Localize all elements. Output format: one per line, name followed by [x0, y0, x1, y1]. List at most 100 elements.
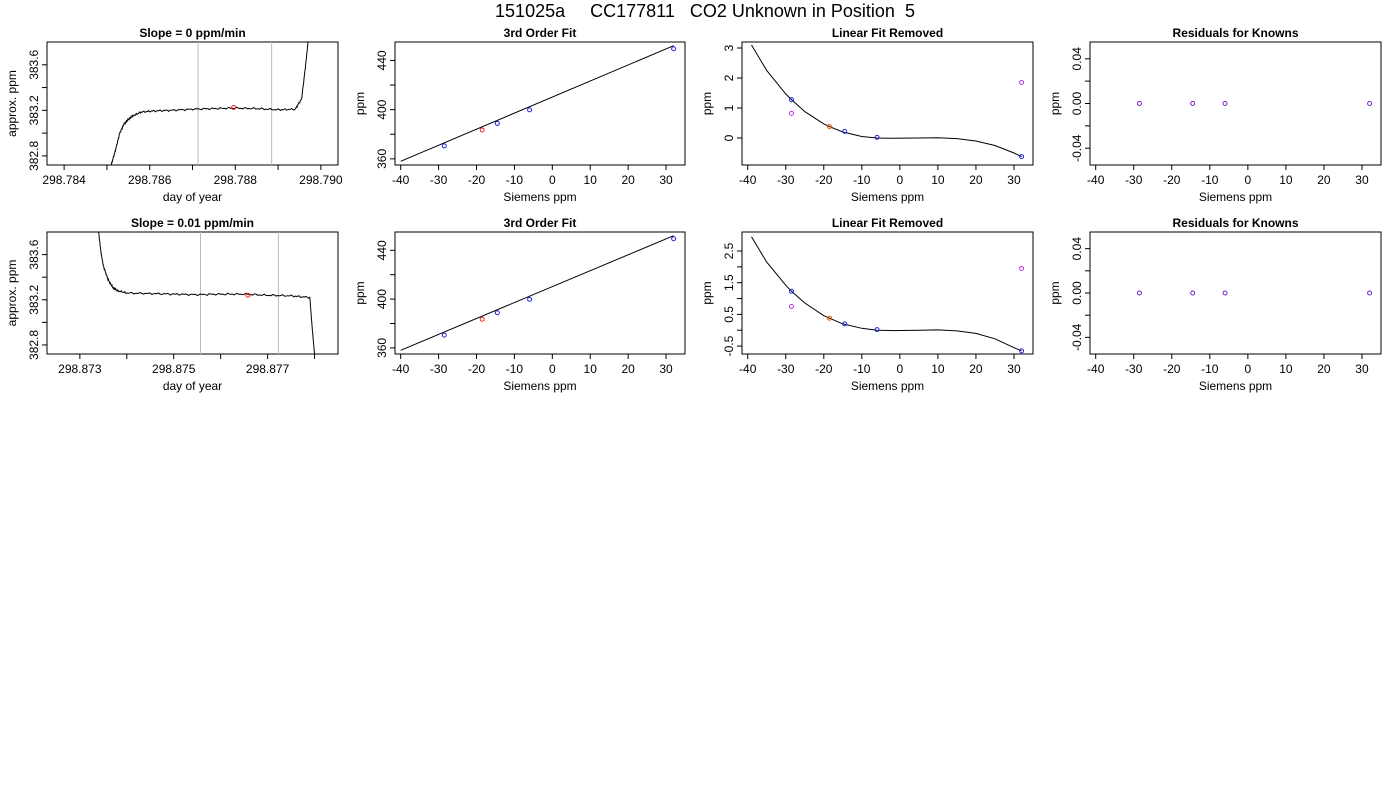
x-tick-label: -40: [1087, 173, 1105, 187]
y-tick-label: 0.04: [1070, 47, 1084, 71]
x-tick-label: -20: [1163, 173, 1181, 187]
plot-frame: [394, 41, 686, 166]
x-tick-label: -10: [853, 362, 871, 376]
y-tick-label: 0.00: [1070, 91, 1084, 115]
x-tick-label: -30: [777, 362, 795, 376]
concentration-trace: [98, 232, 315, 354]
data-point: [1367, 101, 1373, 106]
y-axis-label: ppm: [700, 281, 714, 304]
x-tick-label: 30: [1355, 362, 1369, 376]
x-tick-label: -10: [1201, 173, 1219, 187]
data-point: [788, 97, 794, 103]
panel-title: 3rd Order Fit: [504, 26, 577, 40]
window-mean-point: [231, 104, 237, 110]
x-tick-label: 30: [1007, 173, 1021, 187]
panel-linfit-2: Linear Fit Removed -40 -30 -20 -10 0 10 20 30 -0.…: [700, 216, 1034, 393]
x-tick-label: -10: [506, 173, 524, 187]
data-point: [671, 46, 677, 52]
panel-resid-2: Residuals for Knowns -40 -30 -20 -10 0 10 20 30 -…: [1048, 216, 1382, 393]
panel-title: Residuals for Knowns: [1172, 26, 1298, 40]
plot-frame: [741, 231, 1034, 355]
y-tick-label: 0.00: [1070, 281, 1084, 305]
data-point: [1019, 348, 1025, 354]
x-axis-label: day of year: [163, 379, 222, 393]
plot-area: [400, 235, 677, 351]
plot-area: [1136, 101, 1373, 106]
data-point: [826, 315, 832, 321]
panel-trace-1: Slope = 0 ppm/min 298.784 298.786 298.788 29…: [5, 26, 343, 204]
plot-frame: [1089, 41, 1382, 166]
y-tick-label: 382.8: [27, 141, 41, 171]
panel-fit-1: 3rd Order Fit -40 -30 -20 -10 0 10 20 30 360 400 44…: [353, 26, 686, 204]
panel-title: Slope = 0.01 ppm/min: [131, 216, 254, 230]
y-axis-label: approx. ppm: [5, 70, 19, 137]
data-point: [1222, 290, 1228, 296]
data-point: [842, 321, 848, 327]
y-axis-label: ppm: [353, 92, 367, 115]
x-tick-label: 30: [1355, 173, 1369, 187]
x-tick-label: 298.790: [299, 173, 343, 187]
x-tick-label: -40: [1087, 362, 1105, 376]
data-point: [842, 128, 848, 134]
x-tick-label: -20: [1163, 362, 1181, 376]
y-tick-label: 0: [722, 134, 736, 141]
y-tick-label: 0.5: [722, 306, 736, 323]
window-mean-point: [245, 292, 251, 298]
data-point: [788, 303, 794, 309]
y-tick-label: 383.2: [27, 95, 41, 125]
data-point: [788, 288, 794, 294]
fit-curve: [751, 236, 1022, 352]
x-tick-label: 30: [659, 362, 673, 376]
x-tick-label: 0: [549, 362, 556, 376]
panel-resid-1: Residuals for Knowns -40 -30 -20 -10 0 10 20 30 -…: [1048, 26, 1382, 204]
x-tick-label: -20: [815, 362, 833, 376]
x-axis-label: Siemens ppm: [503, 190, 576, 204]
x-tick-label: -20: [468, 173, 486, 187]
plot-area: [98, 232, 315, 354]
x-tick-label: 298.786: [128, 173, 172, 187]
plot-area: [751, 236, 1025, 354]
plot-frame: [46, 231, 339, 355]
data-point: [494, 120, 500, 126]
data-point: [1019, 80, 1025, 85]
x-tick-label: -20: [815, 173, 833, 187]
x-tick-label: -30: [1125, 362, 1143, 376]
x-tick-label: -10: [506, 362, 524, 376]
y-tick-label: 400: [375, 289, 389, 309]
x-tick-label: 10: [931, 362, 945, 376]
y-tick-label: 360: [375, 338, 389, 358]
y-tick-label: 440: [375, 240, 389, 260]
data-point: [441, 143, 447, 149]
plot-area: [400, 45, 677, 162]
data-point: [788, 110, 794, 116]
y-tick-label: 1: [722, 104, 736, 111]
data-point: [494, 310, 500, 316]
x-tick-label: -30: [777, 173, 795, 187]
plot-area: [110, 42, 309, 165]
panel-title: Linear Fit Removed: [832, 26, 943, 40]
x-tick-label: 298.877: [246, 362, 290, 376]
data-point: [826, 124, 832, 130]
y-axis-label: ppm: [1048, 281, 1062, 304]
concentration-trace: [110, 42, 309, 165]
data-point: [479, 127, 485, 133]
data-point: [527, 107, 533, 113]
data-point: [1136, 290, 1142, 296]
y-tick-label: 440: [375, 50, 389, 70]
panel-linfit-1: Linear Fit Removed -40 -30 -20 -10 0 10 20 30 0 1 2…: [700, 26, 1034, 204]
y-tick-label: 2.5: [722, 242, 736, 259]
fit-curve: [751, 44, 1022, 158]
data-point: [874, 134, 880, 140]
data-point: [527, 296, 533, 302]
data-point: [671, 236, 677, 242]
y-tick-label: 0.04: [1070, 237, 1084, 261]
data-point: [874, 327, 880, 333]
x-tick-label: 30: [659, 173, 673, 187]
y-axis-label: approx. ppm: [5, 260, 19, 327]
y-tick-label: -0.04: [1070, 134, 1084, 162]
plot-frame: [46, 41, 339, 166]
x-tick-label: -40: [739, 173, 757, 187]
y-axis-label: ppm: [700, 92, 714, 115]
y-axis-label: ppm: [353, 281, 367, 304]
plot-frame: [741, 41, 1034, 166]
